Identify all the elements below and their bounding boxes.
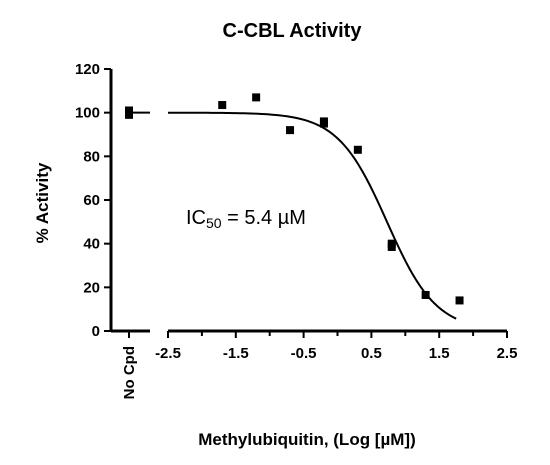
x-tick-label-3: 0.5 [361,345,382,362]
x-axis-label: Methylubiquitin, (Log [µM]) [198,430,416,449]
x-tick-label-2: -0.5 [291,345,317,362]
ic50-annotation: IC50 = 5.4 µM [186,207,306,231]
data-point-8 [421,290,430,299]
data-point-7 [387,242,396,251]
data-point-4 [319,117,328,126]
data-point-2 [286,126,295,135]
y-tick-label-6: 120 [75,61,100,78]
x-tick-label-5: 2.5 [497,345,518,362]
tick-label-group: 0 20 40 60 80 100 120 No Cpd -2.5 -1.5 -0.5 0.5 1.5 2… [75,61,517,399]
control-tick-label: No Cpd [121,346,138,399]
ic50-subscript: 50 [206,215,222,231]
fit-curve [168,111,457,320]
y-tick-label-2: 40 [83,236,100,253]
control-point-0 [125,106,133,115]
y-tick-label-0: 0 [92,323,100,340]
ic50-suffix: = 5.4 µM [222,207,306,229]
data-point-9 [455,296,464,305]
y-tick-label-5: 100 [75,105,100,122]
data-point-5 [353,145,362,154]
chart-title: C-CBL Activity [223,20,363,42]
control-axis-group [104,68,150,338]
ic50-prefix: IC [186,207,206,229]
data-point-1 [252,93,261,102]
x-tick-label-1: -1.5 [223,345,249,362]
data-point-0 [218,101,227,110]
x-tick-label-0: -2.5 [155,345,181,362]
y-tick-label-1: 20 [83,279,100,296]
y-axis-label: % Activity [33,162,52,243]
data-point-group [125,93,464,305]
control-point-1 [125,110,133,119]
main-axis-group [167,329,508,338]
y-tick-label-4: 80 [83,148,100,165]
y-tick-label-3: 60 [83,192,100,209]
x-tick-label-4: 1.5 [429,345,450,362]
